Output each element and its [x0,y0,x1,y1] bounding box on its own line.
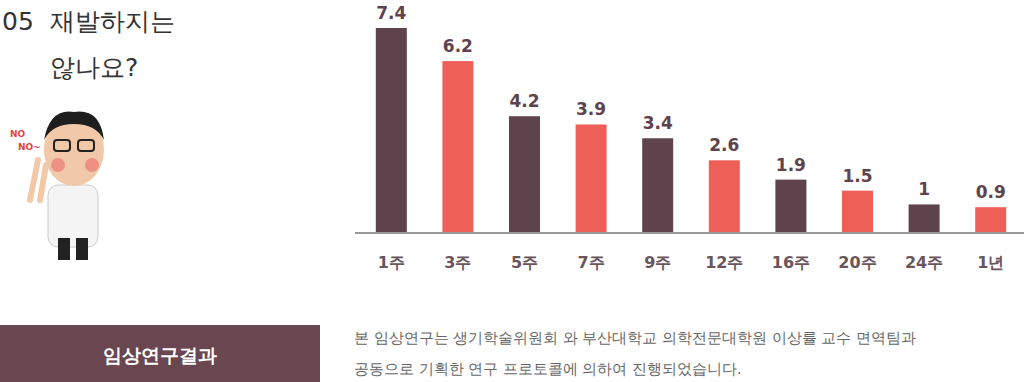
bar [909,204,940,232]
data-label: 3.4 [643,113,673,133]
button-label: 임상연구결과 [103,344,217,366]
data-label: 7.4 [376,3,406,23]
button-bg [0,325,320,382]
x-tick-label: 3주 [444,253,471,272]
x-tick-label: 9주 [644,253,671,272]
mascot-hair [44,112,104,140]
page: 05 재발하지는않나요? NO NO~ 임상연구결과 본 임상연구는 생기학술위원회 와 … [0,0,1024,382]
data-label: 6.2 [443,36,473,56]
baseline [355,232,1024,234]
mascot [30,112,104,260]
data-label: 2.6 [709,135,739,155]
bar [975,207,1006,232]
x-tick-label: 16주 [772,253,810,272]
data-label: 3.9 [576,99,606,119]
bar [775,180,806,232]
heading-number: 05 [2,7,34,36]
bars [376,28,1006,232]
x-tick-label: 12주 [705,253,743,272]
x-tick-label: 1년 [977,253,1004,272]
mascot-glasses [54,140,70,151]
bar [842,191,873,232]
data-label: 1 [918,179,930,199]
bar [509,116,540,232]
data-label: 1.9 [776,155,806,175]
x-tick-label: 7주 [578,253,605,272]
heading-line: 않나요? [50,53,138,82]
mascot-glasses [78,140,94,151]
bar [576,124,607,232]
note-line: 본 임상연구는 생기학술위원회 와 부산대학교 의학전문대학원 이상률 교수 면… [354,330,916,346]
mascot-cheek [85,158,99,172]
mascot-text: NO~ [18,142,41,152]
mascot-body [48,185,98,247]
mascot-cheek [51,158,65,172]
labels: 7.4 1주 6.2 3주 4.2 5주 3.9 7주 3.4 9주 2.6 12주 1.9 16주 1.5… [376,3,1006,272]
data-label: 0.9 [976,182,1006,202]
x-tick-label: 24주 [905,253,943,272]
bar [642,138,673,232]
note-line: 공동으로 기획한 연구 프로토콜에 의하여 진행되었습니다. [354,361,742,377]
bar [709,160,740,232]
bar [376,28,407,232]
heading-line: 재발하지는 [50,7,175,36]
data-label: 4.2 [509,91,539,111]
mascot-text: NO [10,129,26,139]
x-tick-label: 1주 [378,253,405,272]
mascot-leg [76,238,88,260]
mascot-hand [30,160,46,200]
data-label: 1.5 [842,166,872,186]
mascot-leg [58,238,70,260]
x-tick-label: 20주 [838,253,876,272]
x-tick-label: 5주 [511,253,538,272]
bar [442,61,473,232]
